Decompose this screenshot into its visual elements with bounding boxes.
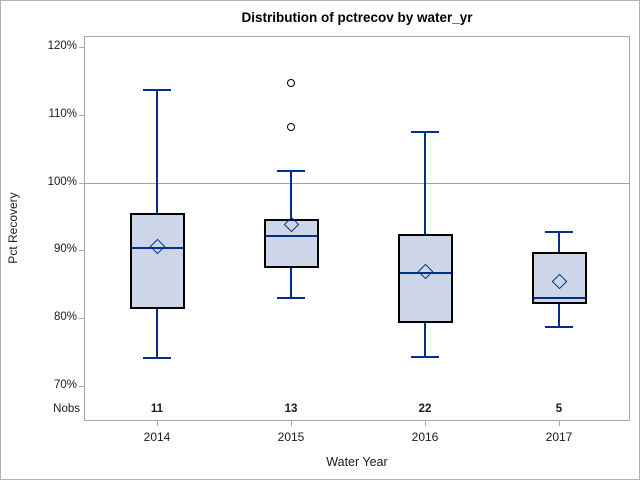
- median-line: [399, 271, 451, 274]
- x-axis-tick: [425, 421, 426, 426]
- upper-whisker: [156, 89, 158, 214]
- reference-line-100pct: [84, 183, 630, 184]
- y-axis-tick-label: 110%: [48, 108, 77, 120]
- median-line: [131, 246, 183, 249]
- upper-whisker-cap: [277, 169, 305, 172]
- y-axis-tick: [79, 183, 84, 184]
- lower-whisker: [558, 303, 560, 328]
- upper-whisker-cap: [143, 89, 171, 92]
- lower-whisker-cap: [277, 297, 305, 300]
- median-line: [533, 296, 585, 299]
- upper-whisker: [424, 131, 426, 235]
- upper-whisker: [558, 230, 560, 252]
- y-axis-tick-label: 70%: [53, 379, 77, 391]
- y-axis-tick-label: 80%: [53, 311, 77, 323]
- outlier-marker: [287, 78, 295, 87]
- nobs-value: 5: [555, 403, 563, 415]
- y-axis-tick: [79, 318, 84, 319]
- x-axis-title: Water Year: [326, 455, 388, 469]
- x-axis-tick-label: 2016: [411, 430, 439, 444]
- y-axis-tick-label: 100%: [47, 176, 77, 188]
- x-axis-tick-label: 2014: [143, 430, 171, 444]
- y-axis-tick: [79, 115, 84, 116]
- x-axis-tick: [157, 421, 158, 426]
- nobs-value: 13: [284, 403, 298, 415]
- lower-whisker: [424, 322, 426, 358]
- iqr-box: [129, 213, 185, 309]
- y-axis-tick-label: 120%: [47, 40, 77, 52]
- iqr-box: [263, 218, 319, 269]
- nobs-row-label: Nobs: [53, 403, 80, 415]
- upper-whisker: [290, 169, 292, 219]
- lower-whisker: [290, 268, 292, 300]
- nobs-value: 11: [150, 403, 164, 415]
- x-axis-tick-label: 2015: [277, 430, 305, 444]
- y-axis-tick: [79, 250, 84, 251]
- x-axis-tick-label: 2017: [545, 430, 573, 444]
- lower-whisker-cap: [545, 325, 573, 328]
- lower-whisker-cap: [143, 356, 171, 359]
- median-line: [265, 235, 317, 238]
- y-axis-tick: [79, 47, 84, 48]
- y-axis-tick: [79, 386, 84, 387]
- x-axis-tick: [291, 421, 292, 426]
- upper-whisker-cap: [545, 230, 573, 233]
- iqr-box: [397, 234, 453, 323]
- y-axis-title: Pct Recovery: [6, 192, 20, 264]
- upper-whisker-cap: [411, 131, 439, 134]
- plot-frame: [84, 36, 630, 421]
- y-axis-tick-label: 90%: [53, 243, 77, 255]
- outlier-marker: [287, 123, 295, 131]
- lower-whisker-cap: [411, 355, 439, 358]
- x-axis-tick: [559, 421, 560, 426]
- nobs-value: 22: [418, 403, 432, 415]
- iqr-box: [531, 251, 587, 304]
- chart-title: Distribution of pctrecov by water_yr: [241, 10, 473, 25]
- lower-whisker: [156, 308, 158, 359]
